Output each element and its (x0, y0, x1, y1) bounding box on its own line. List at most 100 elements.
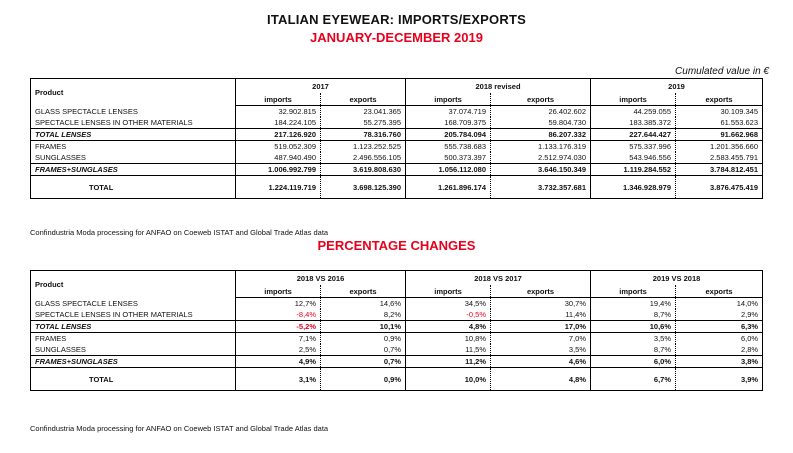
total-imports-cell: 1.346.928.979 (590, 175, 676, 199)
row-label: TOTAL LENSES (30, 320, 236, 333)
imports-cell: 4,9% (235, 355, 321, 368)
imports-cell: 543.946.556 (590, 152, 676, 164)
source-note: Confindustria Moda processing for ANFAO … (30, 228, 329, 237)
imports-cell: -5,2% (235, 320, 321, 333)
exports-cell: 30.109.345 (675, 105, 764, 117)
cumulated-value-label: Cumulated value in € (675, 66, 769, 77)
total-imports-cell: 1.261.896.174 (405, 175, 491, 199)
exports-cell: 86.207.332 (489, 128, 591, 141)
total-label: TOTAL (30, 175, 236, 199)
exports-cell: 3,8% (675, 355, 764, 368)
row-label: FRAMES+SUNGLASES (30, 355, 236, 368)
table-row: FRAMES 7,1% 0,9% 10,8% 7,0% 3,5% 6,0% (30, 332, 764, 344)
imports-cell: 10,6% (590, 320, 676, 333)
total-row: TOTAL 3,1% 0,9% 10,0% 4,8% 6,7% 3,9% (30, 367, 764, 391)
total-exports-cell: 3.732.357.681 (489, 175, 591, 199)
total-exports-cell: 3.876.475.419 (675, 175, 764, 199)
total-exports-cell: 3.698.125.390 (320, 175, 406, 199)
exports-cell: 8,2% (319, 309, 406, 321)
exports-cell: 2,8% (675, 344, 764, 356)
table-row: FRAMES 519.052.309 1.123.252.525 555.738.68… (30, 140, 764, 152)
imports-cell: 183.385.372 (590, 117, 676, 129)
exports-cell: 4,6% (490, 355, 591, 368)
row-label: TOTAL LENSES (30, 128, 236, 141)
exports-cell: 17,0% (490, 320, 591, 333)
imports-cell: 11,5% (405, 344, 491, 356)
exports-cell: 59.804.730 (489, 117, 591, 129)
exports-cell: 0,9% (319, 332, 406, 344)
exports-cell: 61.553.623 (675, 117, 764, 129)
imports-header: imports (590, 285, 676, 298)
total-exports-cell: 0,9% (319, 367, 406, 391)
imports-cell: -8,4% (235, 309, 321, 321)
exports-cell: 23.041.365 (320, 105, 406, 117)
percentage-table: Product 2018 VS 2016 2018 VS 2017 2019 V… (30, 270, 764, 391)
imports-cell: 3,5% (590, 332, 676, 344)
exports-cell: 14,0% (675, 297, 764, 309)
imports-cell: 8,7% (590, 309, 676, 321)
imports-cell: 1.006.992.799 (235, 163, 321, 176)
exports-cell: 55.275.395 (320, 117, 406, 129)
imports-cell: 4,8% (405, 320, 491, 333)
comparison-header: 2019 VS 2018 (590, 270, 764, 285)
total-imports-cell: 10,0% (405, 367, 491, 391)
table-row: TOTAL LENSES -5,2% 10,1% 4,8% 17,0% 10,6% 6,3% (30, 320, 764, 333)
period-subtitle: JANUARY-DECEMBER 2019 (310, 30, 483, 45)
total-imports-cell: 1.224.119.719 (235, 175, 321, 199)
exports-cell: 78.316.760 (320, 128, 406, 141)
exports-cell: 2,9% (675, 309, 764, 321)
product-column-header: Product (30, 270, 236, 298)
imports-cell: 1.056.112.080 (405, 163, 491, 176)
imports-header: imports (590, 93, 676, 106)
exports-cell: 6,3% (675, 320, 764, 333)
exports-cell: 2.583.455.791 (675, 152, 764, 164)
imports-cell: 555.738.683 (405, 140, 491, 152)
exports-cell: 3.784.812.451 (675, 163, 764, 176)
imports-cell: 19,4% (590, 297, 676, 309)
imports-cell: 12,7% (235, 297, 321, 309)
row-label: SUNGLASSES (30, 152, 236, 164)
row-label: GLASS SPECTACLE LENSES (30, 105, 236, 117)
total-exports-cell: 3,9% (675, 367, 764, 391)
row-label: FRAMES (30, 140, 236, 152)
table-row: FRAMES+SUNGLASES 1.006.992.799 3.619.808.6… (30, 163, 764, 176)
row-label: FRAMES+SUNGLASES (30, 163, 236, 176)
imports-cell: -0,5% (405, 309, 491, 321)
total-row: TOTAL 1.224.119.719 3.698.125.390 1.261.896… (30, 175, 764, 199)
exports-cell: 3.646.150.349 (489, 163, 591, 176)
imports-cell: 11,2% (405, 355, 491, 368)
exports-cell: 3.619.808.630 (320, 163, 406, 176)
percentage-changes-title: PERCENTAGE CHANGES (317, 238, 476, 253)
imports-cell: 7,1% (235, 332, 321, 344)
imports-header: imports (235, 285, 321, 298)
table-row: GLASS SPECTACLE LENSES 32.902.815 23.041.3… (30, 105, 764, 117)
imports-cell: 487.940.490 (235, 152, 321, 164)
exports-header: exports (489, 93, 591, 106)
exports-cell: 1.201.356.660 (675, 140, 764, 152)
values-table: Product 2017 2018 revised 2019 imports ex… (30, 78, 764, 199)
imports-cell: 37.074.719 (405, 105, 491, 117)
exports-cell: 2.496.556.105 (320, 152, 406, 164)
page-title: ITALIAN EYEWEAR: IMPORTS/EXPORTS (267, 12, 526, 27)
imports-header: imports (405, 285, 491, 298)
year-header: 2019 (590, 78, 764, 93)
comparison-header: 2018 VS 2017 (405, 270, 591, 285)
exports-cell: 7,0% (490, 332, 591, 344)
exports-cell: 14,6% (319, 297, 406, 309)
imports-cell: 2,5% (235, 344, 321, 356)
row-label: SUNGLASSES (30, 344, 236, 356)
exports-cell: 30,7% (490, 297, 591, 309)
exports-cell: 3,5% (490, 344, 591, 356)
exports-cell: 26.402.602 (489, 105, 591, 117)
table-row: SPECTACLE LENSES IN OTHER MATERIALS -8,4%… (30, 309, 764, 321)
exports-cell: 11,4% (490, 309, 591, 321)
exports-header: exports (319, 285, 406, 298)
exports-cell: 1.123.252.525 (320, 140, 406, 152)
comparison-header: 2018 VS 2016 (234, 270, 406, 285)
total-label: TOTAL (30, 367, 236, 391)
source-note: Confindustria Moda processing for ANFAO … (30, 424, 329, 433)
table-row: FRAMES+SUNGLASES 4,9% 0,7% 11,2% 4,6% 6,0% 3,8… (30, 355, 764, 368)
imports-cell: 34,5% (405, 297, 491, 309)
imports-cell: 32.902.815 (235, 105, 321, 117)
imports-cell: 217.126.920 (235, 128, 321, 141)
